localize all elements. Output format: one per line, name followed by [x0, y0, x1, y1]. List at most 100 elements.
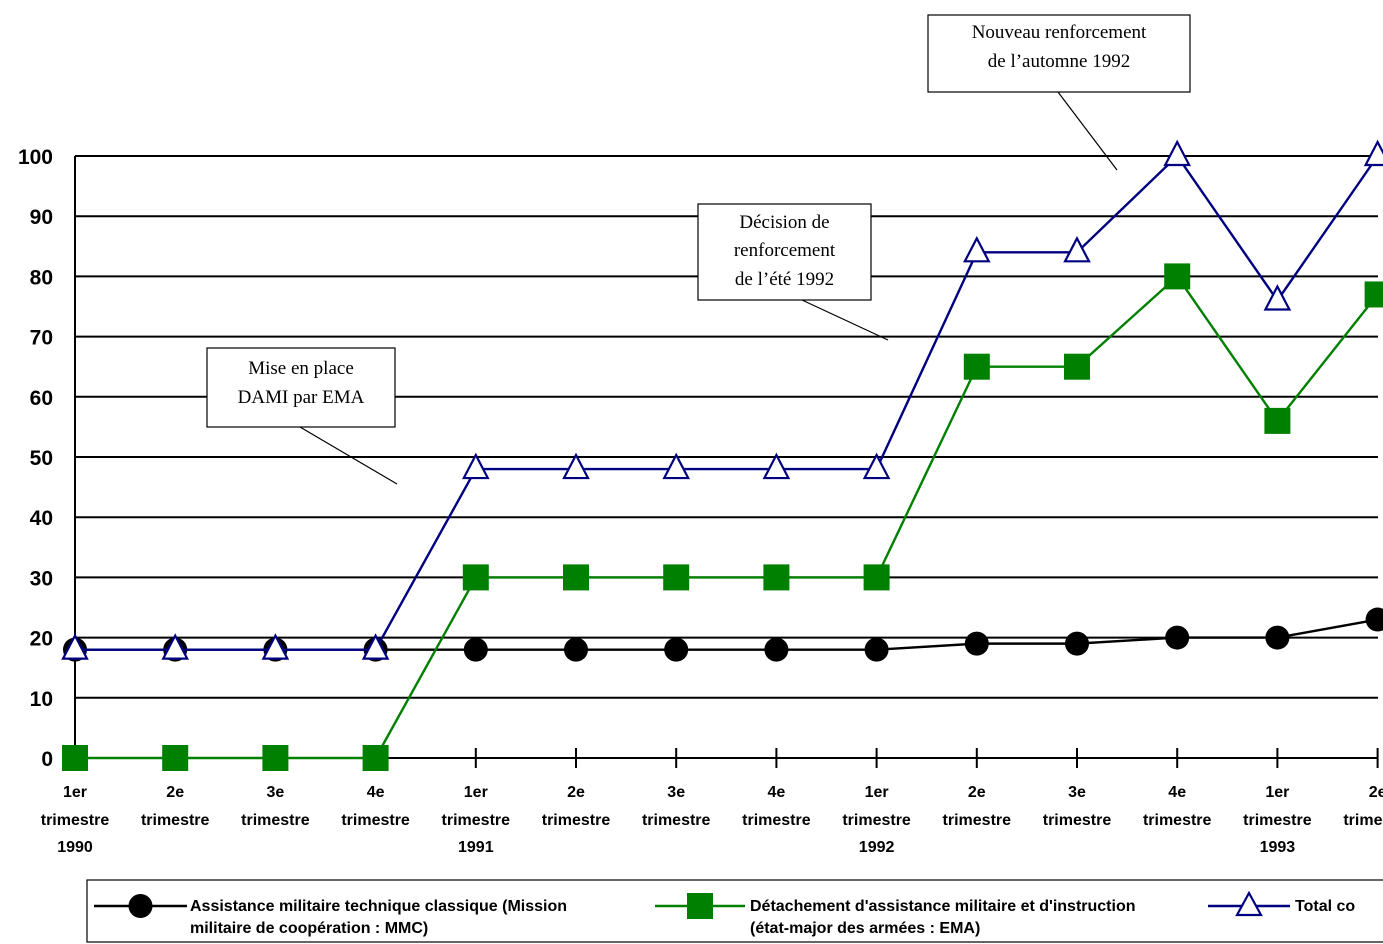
data-point [764, 637, 789, 662]
x-tick-label: 3e trimestre [241, 784, 310, 829]
data-point [463, 637, 488, 662]
x-tick-label-line: trimestre [1143, 812, 1212, 829]
x-tick-label: 2e trimestre [542, 784, 611, 829]
data-point [1164, 263, 1191, 290]
data-point [1264, 407, 1291, 434]
x-tick-label-line: trimestre [642, 812, 711, 829]
data-point [663, 564, 690, 591]
legend-label-line: militaire de coopération : MMC) [190, 920, 428, 937]
x-tick-label-line: trimestre [1043, 812, 1112, 829]
y-tick-label: 20 [30, 628, 53, 651]
y-tick-label: 10 [30, 688, 53, 711]
data-point [162, 745, 189, 771]
data-point [362, 745, 389, 771]
x-tick-label-line: 1990 [57, 839, 93, 856]
data-point [1063, 235, 1091, 263]
y-tick-label: 80 [30, 266, 53, 289]
series [61, 139, 1383, 771]
annotation-text: Nouveau renforcement [972, 22, 1147, 43]
x-tick-label: 2e trimestre [943, 784, 1012, 829]
x-tick-label-line: trimestre [542, 812, 611, 829]
data-point [1365, 607, 1383, 632]
data-point [763, 564, 790, 591]
x-tick-label-line: 1991 [458, 839, 494, 856]
x-tick-label-line: trimestre [943, 812, 1012, 829]
data-point [1165, 625, 1190, 650]
data-point [262, 745, 289, 771]
y-axis-labels: 0 10 20 30 40 50 60 70 80 90 100 [18, 146, 53, 771]
legend-label-line: (état-major des armées : EMA) [750, 920, 980, 937]
x-tick-label-line: trimestre [442, 812, 511, 829]
y-tick-label: 50 [30, 447, 53, 470]
data-point [1265, 625, 1290, 650]
x-tick-label-line: 1992 [859, 839, 895, 856]
data-point [161, 633, 190, 660]
legend-item: Assistance militaire technique classique… [94, 894, 567, 937]
data-point [1263, 284, 1292, 311]
x-tick-label-line: 2e [968, 784, 986, 801]
annotation-text: DAMI par EMA [238, 387, 365, 408]
series-circle [63, 607, 1383, 662]
annotation-text: de l’été 1992 [735, 269, 834, 290]
annotation-callout: Mise en place DAMI par EMA [206, 347, 398, 485]
data-point [963, 353, 990, 380]
x-tick-label: 2e trimestre [1343, 784, 1383, 829]
annotation-box [206, 347, 396, 428]
x-tick-label: 1er trimestre 1993 [1243, 784, 1312, 856]
x-tick-label-line: 1993 [1260, 839, 1296, 856]
legend-label: Détachement d'assistance militaire et d'… [750, 898, 1136, 937]
annotation-text: de l’automne 1992 [988, 51, 1130, 72]
x-tick-label-line: trimestre [341, 812, 410, 829]
x-tick-label-line: 3e [1068, 784, 1086, 801]
x-tick-label-line: 3e [267, 784, 285, 801]
data-point [562, 452, 590, 480]
data-point [1163, 139, 1192, 167]
legend-item: Total co [1208, 890, 1355, 917]
legend-box [86, 879, 1383, 943]
y-tick-label: 30 [30, 567, 53, 590]
legend: Assistance militaire technique classique… [86, 879, 1383, 943]
legend-item: Détachement d'assistance militaire et d'… [655, 893, 1136, 937]
annotations: Mise en place DAMI par EMA Décision de renf… [206, 14, 1191, 485]
x-tick-label-line: trimestre [241, 812, 310, 829]
annotation-leader [299, 426, 398, 485]
legend-label-line: Assistance militaire technique classique… [190, 898, 567, 915]
data-point [1363, 139, 1383, 167]
x-tick-label-line: 1er [865, 784, 889, 801]
x-tick-label-line: trimestre [1243, 812, 1312, 829]
x-tick-label-line: 4e [768, 784, 786, 801]
annotation-callout: Nouveau renforcement de l’automne 1992 [927, 14, 1191, 171]
data-point [863, 564, 890, 591]
annotation-text: Mise en place [248, 358, 354, 379]
x-tick-label-line: 1er [464, 784, 488, 801]
x-tick-label-line: trimestre [842, 812, 911, 829]
x-tick-label: 2e trimestre [141, 784, 210, 829]
annotation-leader [801, 299, 889, 341]
x-tick-label: 1er trimestre 1990 [41, 784, 110, 856]
data-point [61, 633, 89, 660]
x-tick-label-line: 4e [367, 784, 385, 801]
data-point [563, 564, 589, 591]
data-point [462, 564, 489, 591]
data-point [1064, 353, 1090, 380]
data-point [361, 633, 390, 660]
x-tick-label: 3e trimestre [642, 784, 711, 829]
series-triangle [61, 139, 1383, 660]
annotation-box [697, 203, 872, 301]
legend-marker [687, 893, 713, 919]
data-point [261, 633, 290, 660]
data-point [1364, 281, 1383, 308]
data-point [1065, 631, 1089, 656]
data-point [662, 452, 691, 480]
data-point [864, 637, 889, 662]
x-tick-label: 4e trimestre [742, 784, 811, 829]
annotation-text: Décision de [739, 212, 829, 233]
y-tick-label: 90 [30, 206, 53, 229]
data-point [762, 452, 791, 480]
x-tick-label-line: trimestre [742, 812, 811, 829]
legend-label: Assistance militaire technique classique… [190, 898, 567, 937]
legend-label-line: Détachement d'assistance militaire et d'… [750, 898, 1136, 915]
legend-marker [1235, 890, 1263, 917]
x-tick-label-line: 1er [63, 784, 87, 801]
